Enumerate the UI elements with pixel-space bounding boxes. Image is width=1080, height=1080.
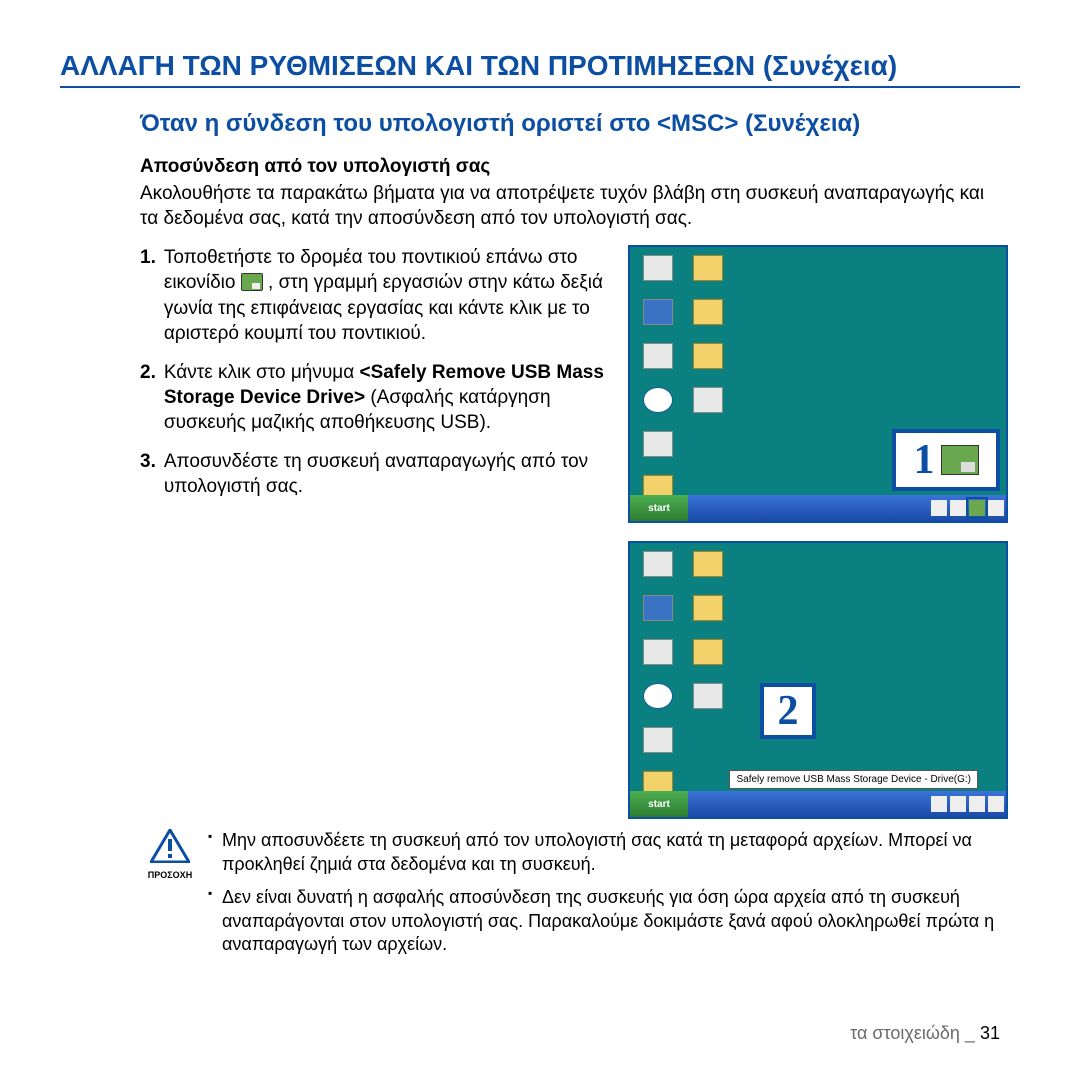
- tray-icon: [931, 500, 947, 516]
- caution-block: ΠΡΟΣΟΧΗ Μην αποσυνδέετε τη συσκευή από τ…: [140, 829, 1020, 966]
- callout-2: 2: [760, 683, 816, 739]
- desktop-icon: [693, 343, 723, 369]
- desktop-icon: [643, 639, 673, 665]
- desktop-icon: [693, 595, 723, 621]
- screenshots-column: 1 start: [628, 245, 1008, 819]
- step-number: 1.: [140, 245, 156, 345]
- tray-icon: [931, 796, 947, 812]
- desktop-icon: [693, 639, 723, 665]
- step-1: 1. Τοποθετήστε το δρομέα του ποντικιού ε…: [140, 245, 610, 345]
- page-number: 31: [980, 1023, 1000, 1043]
- tray-icon: [950, 796, 966, 812]
- tray-icon: [988, 500, 1004, 516]
- tray-icon: [969, 796, 985, 812]
- tray-hardware-icon: [241, 273, 263, 291]
- start-button[interactable]: start: [630, 495, 688, 521]
- screenshot-1: 1 start: [628, 245, 1008, 523]
- callout-1: 1: [892, 429, 1000, 491]
- desktop-icon: [643, 683, 673, 709]
- desktop-icon: [643, 299, 673, 325]
- caution-text: Μην αποσυνδέετε τη συσκευή από τον υπολο…: [208, 829, 1020, 966]
- desktop-icon: [693, 255, 723, 281]
- caution-label: ΠΡΟΣΟΧΗ: [140, 870, 200, 880]
- step-number: 2.: [140, 360, 156, 435]
- desktop-icon: [643, 387, 673, 413]
- section-subtitle: Όταν η σύνδεση του υπολογιστή οριστεί στ…: [140, 110, 1020, 138]
- step-2-text-a: Κάντε κλικ στο μήνυμα: [164, 362, 360, 383]
- tray-icon: [988, 796, 1004, 812]
- desktop-icons: [638, 551, 728, 809]
- safely-remove-icon[interactable]: [969, 500, 985, 516]
- desktop-icon: [693, 299, 723, 325]
- steps-column: 1. Τοποθετήστε το δρομέα του ποντικιού ε…: [140, 245, 610, 819]
- content-row: 1. Τοποθετήστε το δρομέα του ποντικιού ε…: [140, 245, 1020, 819]
- desktop-icon: [693, 387, 723, 413]
- desktop-icon: [643, 595, 673, 621]
- subsection-heading: Αποσύνδεση από τον υπολογιστή σας: [140, 156, 1020, 178]
- desktop-icon: [643, 551, 673, 577]
- callout-2-number: 2: [778, 687, 799, 735]
- desktop-icon: [643, 431, 673, 457]
- taskbar: start: [630, 791, 1006, 817]
- caution-icon-column: ΠΡΟΣΟΧΗ: [140, 829, 200, 966]
- step-3: 3. Αποσυνδέστε τη συσκευή αναπαραγωγής α…: [140, 449, 610, 499]
- footer-section: τα στοιχειώδη _: [850, 1023, 975, 1043]
- desktop-icon: [643, 343, 673, 369]
- intro-paragraph: Ακολουθήστε τα παρακάτω βήματα για να απ…: [140, 182, 1000, 231]
- caution-bullet-2: Δεν είναι δυνατή η ασφαλής αποσύνδεση τη…: [208, 886, 1020, 956]
- caution-bullet-1: Μην αποσυνδέετε τη συσκευή από τον υπολο…: [208, 829, 1020, 876]
- step-number: 3.: [140, 449, 156, 499]
- safely-remove-tooltip[interactable]: Safely remove USB Mass Storage Device - …: [729, 770, 978, 789]
- page-footer: τα στοιχειώδη _ 31: [850, 1023, 1000, 1044]
- screenshot-2: 2 Safely remove USB Mass Storage Device …: [628, 541, 1008, 819]
- desktop-icon: [693, 551, 723, 577]
- desktop-icon: [693, 683, 723, 709]
- warning-icon: [150, 829, 190, 863]
- tray-hardware-icon: [941, 445, 979, 475]
- desktop-icon: [643, 255, 673, 281]
- step-3-text: Αποσυνδέστε τη συσκευή αναπαραγωγής από …: [164, 449, 610, 499]
- tray-icon: [950, 500, 966, 516]
- system-tray: [928, 791, 1006, 817]
- step-2: 2. Κάντε κλικ στο μήνυμα <Safely Remove …: [140, 360, 610, 435]
- desktop-icon: [643, 727, 673, 753]
- system-tray: [928, 495, 1006, 521]
- start-button[interactable]: start: [630, 791, 688, 817]
- desktop-icons: [638, 255, 728, 513]
- callout-1-number: 1: [914, 436, 935, 484]
- taskbar: start: [630, 495, 1006, 521]
- page-title: ΑΛΛΑΓΗ ΤΩΝ ΡΥΘΜΙΣΕΩΝ ΚΑΙ ΤΩΝ ΠΡΟΤΙΜΗΣΕΩΝ…: [60, 50, 1020, 88]
